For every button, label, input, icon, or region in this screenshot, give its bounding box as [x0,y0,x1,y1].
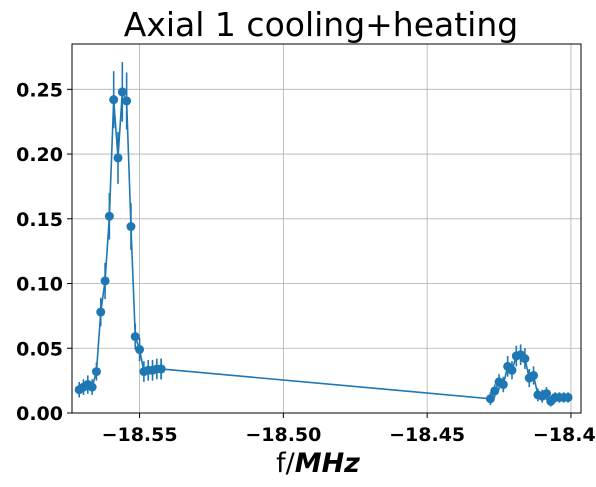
x-tick-label: −18.55 [102,424,178,446]
x-tick-label: −18.40 [533,424,596,446]
data-point [490,386,500,396]
axis-ticks: −18.55 −18.50 −18.45 −18.40 0.00 0.05 0.10 0.15… [16,79,596,446]
data-point [91,367,101,377]
data-point [122,96,132,106]
series-layer [74,62,573,407]
x-axis-label: f/MHz [276,448,360,479]
x-tick-label: −18.45 [389,424,465,446]
y-tick-label: 0.00 [16,403,63,425]
grid-lines [72,44,581,414]
y-tick-label: 0.20 [16,144,63,166]
y-tick-label: 0.05 [16,338,63,360]
data-point [96,307,106,317]
data-point [156,364,166,374]
data-point [498,380,508,390]
chart-title: Axial 1 cooling+heating [124,5,518,44]
data-point [109,95,119,105]
data-point [541,389,551,399]
data-point [87,382,97,392]
data-point [563,392,573,402]
data-point [135,345,145,355]
data-point [529,370,539,380]
data-point [126,222,136,232]
data-point [113,153,123,163]
data-point [130,332,140,342]
x-axis-label-unit: MHz [295,448,360,479]
data-point [117,87,127,97]
y-tick-label: 0.15 [16,209,63,231]
data-point [104,211,114,221]
plot-frame [71,43,582,414]
x-tick-label: −18.50 [245,424,321,446]
y-tick-label: 0.10 [16,274,63,296]
x-axis-label-prefix: f/ [276,448,296,479]
data-point [520,354,530,364]
data-point [485,394,495,404]
y-tick-label: 0.25 [16,79,63,101]
series-line [78,88,569,403]
data-point [100,276,110,286]
data-point [507,365,517,375]
